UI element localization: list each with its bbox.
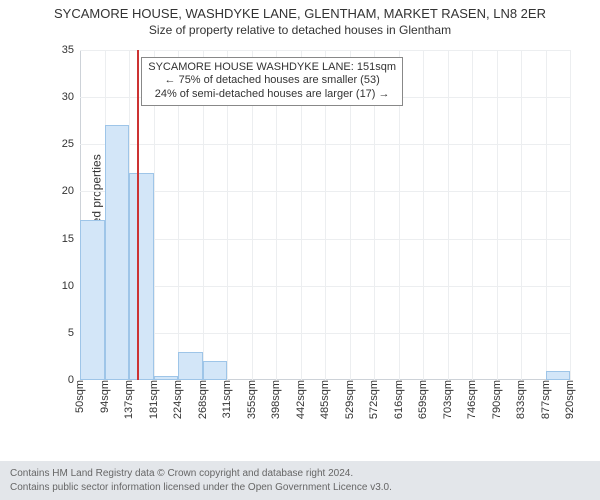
histogram-bar xyxy=(129,173,154,380)
histogram-bar xyxy=(105,125,130,380)
x-tick-label: 311sqm xyxy=(221,380,233,418)
x-tick-label: 94sqm xyxy=(99,380,111,413)
x-tick-label: 746sqm xyxy=(466,380,478,419)
x-tick-label: 790sqm xyxy=(491,380,503,419)
histogram-bar xyxy=(80,220,105,380)
x-tick-label: 703sqm xyxy=(442,380,454,419)
gridline-v xyxy=(472,50,473,380)
annotation-box: SYCAMORE HOUSE WASHDYKE LANE: 151sqm← 75… xyxy=(141,57,403,106)
plot-area: 0510152025303550sqm94sqm137sqm181sqm224s… xyxy=(80,50,570,380)
histogram-bar xyxy=(546,371,571,380)
gridline-v xyxy=(448,50,449,380)
x-tick-label: 659sqm xyxy=(417,380,429,419)
footer-line-1: Contains HM Land Registry data © Crown c… xyxy=(10,467,590,481)
gridline-v xyxy=(521,50,522,380)
gridline-v xyxy=(546,50,547,380)
gridline-v xyxy=(423,50,424,380)
y-tick-label: 25 xyxy=(62,138,74,150)
y-tick-label: 30 xyxy=(62,91,74,103)
x-tick-label: 268sqm xyxy=(197,380,209,419)
marker-line xyxy=(137,50,139,380)
x-tick-label: 224sqm xyxy=(172,380,184,419)
x-tick-label: 485sqm xyxy=(319,380,331,419)
footer: Contains HM Land Registry data © Crown c… xyxy=(0,461,600,500)
footer-line-2: Contains public sector information licen… xyxy=(10,481,590,495)
x-tick-label: 398sqm xyxy=(270,380,282,419)
annotation-line: ← 75% of detached houses are smaller (53… xyxy=(148,74,396,88)
y-tick-label: 15 xyxy=(62,233,74,245)
histogram-bar xyxy=(203,361,228,380)
page-title: SYCAMORE HOUSE, WASHDYKE LANE, GLENTHAM,… xyxy=(0,0,600,21)
x-tick-label: 181sqm xyxy=(148,380,160,419)
annotation-line: SYCAMORE HOUSE WASHDYKE LANE: 151sqm xyxy=(148,61,396,75)
x-tick-label: 616sqm xyxy=(393,380,405,419)
x-tick-label: 442sqm xyxy=(295,380,307,419)
chart-container: Number of detached properties 0510152025… xyxy=(50,42,580,432)
x-tick-label: 572sqm xyxy=(368,380,380,419)
y-tick-label: 20 xyxy=(62,185,74,197)
y-tick-label: 10 xyxy=(62,280,74,292)
y-tick-label: 35 xyxy=(62,44,74,56)
x-tick-label: 833sqm xyxy=(515,380,527,419)
page-subtitle: Size of property relative to detached ho… xyxy=(0,21,600,37)
x-tick-label: 529sqm xyxy=(344,380,356,419)
histogram-bar xyxy=(178,352,203,380)
gridline-v xyxy=(570,50,571,380)
x-tick-label: 877sqm xyxy=(540,380,552,419)
gridline-v xyxy=(497,50,498,380)
x-tick-label: 137sqm xyxy=(123,380,135,419)
y-tick-label: 5 xyxy=(68,327,74,339)
histogram-bar xyxy=(154,376,179,380)
annotation-line: 24% of semi-detached houses are larger (… xyxy=(148,88,396,102)
x-tick-label: 920sqm xyxy=(564,380,576,419)
x-tick-label: 355sqm xyxy=(246,380,258,419)
x-tick-label: 50sqm xyxy=(74,380,86,413)
